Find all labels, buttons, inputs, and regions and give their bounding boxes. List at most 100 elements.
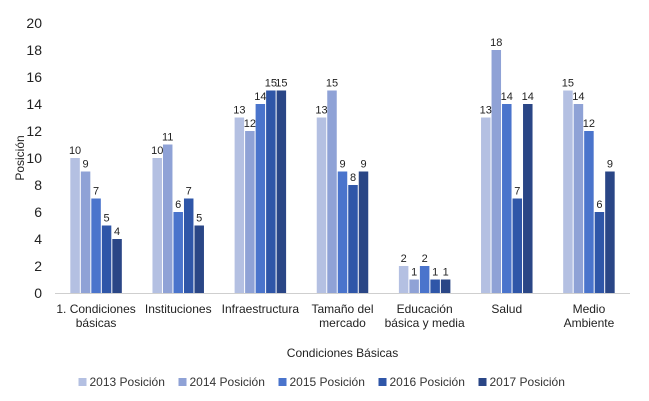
- legend: 2013 Posición 2014 Posición 2015 Posición 2…: [78, 375, 565, 389]
- bar: [152, 158, 162, 293]
- bar: [491, 50, 502, 293]
- bar: [245, 131, 255, 293]
- bar: [173, 212, 183, 293]
- category-label: Instituciones: [145, 302, 212, 316]
- legend-swatch: [278, 378, 287, 386]
- legend-swatch: [178, 378, 187, 386]
- data-label: 4: [114, 226, 120, 238]
- y-tick-label: 18: [26, 42, 42, 58]
- bars-group: [70, 50, 615, 293]
- data-label: 5: [196, 213, 202, 225]
- y-tick-label: 2: [34, 258, 42, 274]
- y-tick-label: 20: [26, 15, 42, 31]
- bar: [194, 225, 204, 293]
- legend-swatch: [378, 378, 387, 386]
- bar: [266, 90, 276, 293]
- legend-label: 2013 Posición: [90, 375, 165, 389]
- y-tick-label: 8: [34, 177, 42, 193]
- y-tick-label: 14: [26, 96, 42, 112]
- bar: [112, 239, 122, 293]
- bar: [91, 198, 101, 293]
- legend-item: 2014 Posición: [178, 375, 265, 389]
- bar: [162, 144, 173, 293]
- legend-swatch: [478, 378, 487, 386]
- data-label: 15: [265, 78, 277, 90]
- data-label: 1: [432, 267, 438, 279]
- data-label: 9: [607, 159, 613, 171]
- data-label: 15: [562, 78, 574, 90]
- category-label: Salud: [491, 302, 522, 316]
- bar: [70, 158, 80, 293]
- category-labels: 1. Condiciones básicas Instituciones Infrae…: [56, 302, 614, 330]
- bar: [337, 171, 348, 293]
- bar: [584, 131, 594, 293]
- bar: [594, 212, 605, 293]
- data-label: 15: [275, 78, 287, 90]
- y-axis-title: Posición: [13, 135, 27, 180]
- x-axis-title: Condiciones Básicas: [287, 346, 398, 360]
- legend-item: 2015 Posición: [278, 375, 365, 389]
- bar: [398, 266, 409, 293]
- data-label: 7: [93, 186, 99, 198]
- data-label: 9: [360, 159, 366, 171]
- bar: [80, 171, 91, 293]
- data-label: 6: [175, 199, 181, 211]
- bar: [327, 90, 337, 293]
- data-label: 18: [490, 37, 502, 49]
- data-label: 8: [350, 172, 356, 184]
- data-label: 10: [69, 145, 81, 157]
- bar: [502, 104, 512, 293]
- data-label: 10: [151, 145, 163, 157]
- category-label: Educación básica y media: [385, 302, 465, 330]
- category-label: Medio Ambiente: [564, 302, 615, 330]
- legend-item: 2016 Posición: [378, 375, 465, 389]
- y-tick-label: 4: [34, 231, 42, 247]
- legend-item: 2013 Posición: [78, 375, 165, 389]
- bar: [409, 279, 419, 293]
- bar: [440, 279, 451, 293]
- data-label: 1: [411, 267, 417, 279]
- bar: [512, 198, 523, 293]
- data-label: 9: [339, 159, 345, 171]
- legend-item: 2017 Posición: [478, 375, 565, 389]
- y-tick-label: 0: [34, 285, 42, 301]
- category-label: 1. Condiciones básicas: [56, 302, 135, 330]
- bar: [605, 171, 615, 293]
- y-tick-label: 10: [26, 150, 42, 166]
- bar: [573, 104, 584, 293]
- bar: [481, 117, 491, 293]
- data-label: 7: [186, 186, 192, 198]
- bar: [563, 90, 573, 293]
- data-label: 9: [83, 159, 89, 171]
- data-label: 2: [422, 253, 428, 265]
- data-label: 2: [401, 253, 407, 265]
- legend-label: 2014 Posición: [190, 375, 265, 389]
- data-label: 11: [162, 132, 173, 144]
- data-label: 12: [583, 118, 595, 130]
- data-label: 13: [233, 105, 245, 117]
- y-tick-label: 16: [26, 69, 42, 85]
- y-tick-label: 6: [34, 204, 42, 220]
- data-label: 7: [514, 186, 520, 198]
- data-label: 14: [572, 91, 584, 103]
- y-axis-ticks: 0 2 4 6 8 10 12 14 16 18 20: [26, 15, 42, 301]
- bar: [348, 185, 358, 293]
- legend-label: 2017 Posición: [490, 375, 565, 389]
- data-label: 1: [443, 267, 449, 279]
- data-label: 13: [480, 105, 492, 117]
- data-label: 6: [596, 199, 602, 211]
- category-label: Infraestructura: [222, 302, 300, 316]
- bar: [316, 117, 327, 293]
- legend-swatch: [78, 378, 87, 386]
- legend-label: 2015 Posición: [290, 375, 365, 389]
- data-label: 14: [522, 91, 534, 103]
- legend-label: 2016 Posición: [390, 375, 465, 389]
- data-label: 5: [104, 213, 110, 225]
- data-label: 15: [326, 78, 338, 90]
- data-label: 14: [501, 91, 513, 103]
- category-label: Tamaño del mercado: [311, 302, 373, 330]
- bar: [234, 117, 245, 293]
- bar: [419, 266, 430, 293]
